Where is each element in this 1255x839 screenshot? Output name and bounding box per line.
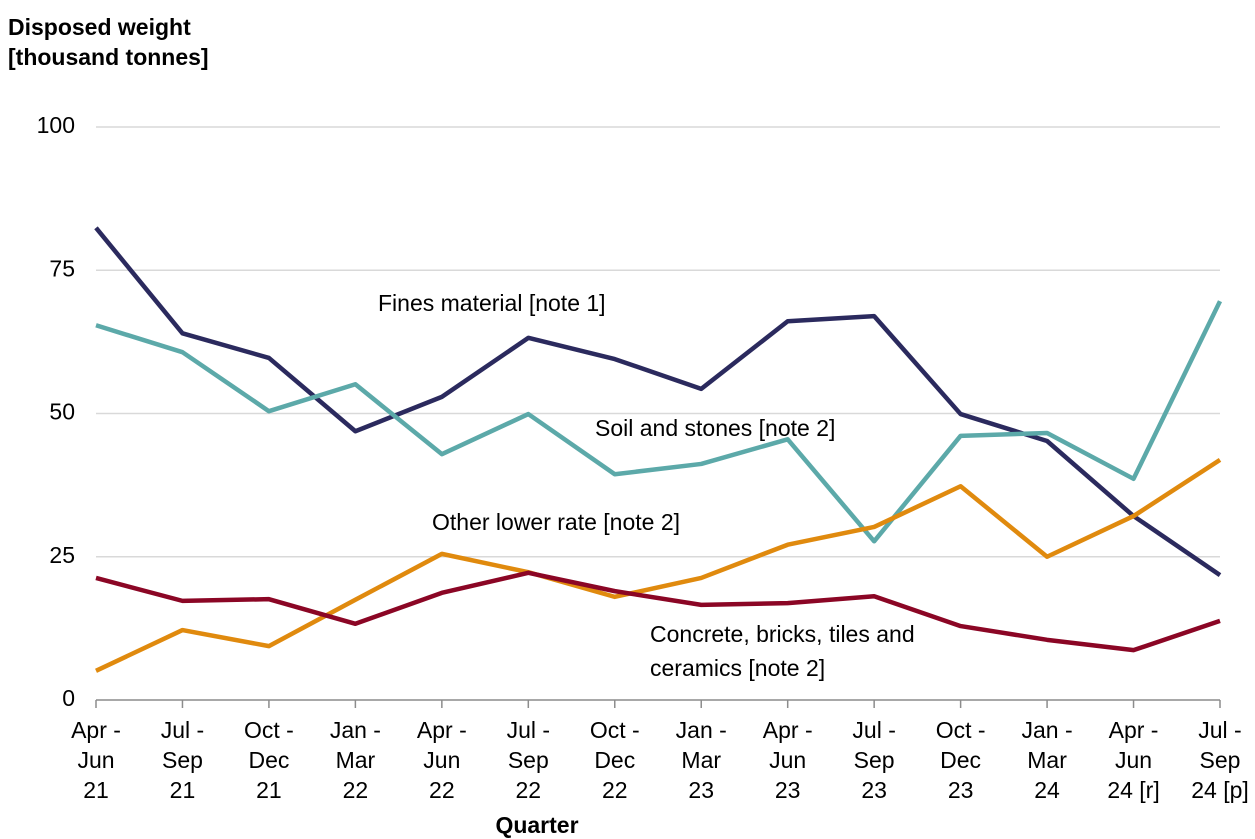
x-tick-label: 21 [256,777,282,803]
x-tick-label: Jun [423,747,460,773]
series-label: Soil and stones [note 2] [595,415,836,441]
series-line [95,458,1222,673]
series-line [94,226,1222,577]
y-tick-label: 75 [49,255,75,281]
x-tick-label: 24 [p] [1191,777,1249,803]
x-tick-label: 21 [83,777,109,803]
series-line [95,300,1223,544]
y-axis-title: Disposed weight [thousand tonnes] [8,14,209,70]
x-tick-label: 22 [516,777,542,803]
x-tick-label: Apr - [417,717,467,743]
x-tick-label: 23 [688,777,714,803]
x-tick-label: Jul - [161,717,204,743]
x-tick-label: Jun [1115,747,1152,773]
series-label: Other lower rate [note 2] [432,509,681,535]
x-tick-label: Jun [77,747,114,773]
x-axis-title: Quarter [495,812,579,838]
x-tick-label: Mar [336,747,376,773]
x-tick-label: Dec [248,747,289,773]
x-tick-label: 22 [429,777,455,803]
x-tick-label: Jul - [852,717,895,743]
x-tick-label: Sep [1200,747,1241,773]
x-tick-label: 23 [861,777,887,803]
x-tick-label: Sep [162,747,203,773]
x-tick-label: 22 [602,777,628,803]
series-label: Fines material [note 1] [378,290,606,316]
x-tick-label: Dec [940,747,981,773]
y-tick-label: 100 [37,112,75,138]
x-tick-label: Sep [508,747,549,773]
x-tick-label: Oct - [936,717,986,743]
x-tick-label: Apr - [763,717,813,743]
x-tick-label: 23 [775,777,801,803]
x-tick-label: Jan - [1022,717,1073,743]
series-line [95,570,1221,653]
x-tick-label: 22 [343,777,369,803]
series-label: Concrete, bricks, tiles and ceramics [no… [650,621,915,681]
x-tick-label: Jul - [507,717,550,743]
y-tick-label: 25 [49,542,75,568]
x-tick-label: Apr - [1109,717,1159,743]
x-tick-label: 23 [948,777,974,803]
x-tick-label: Dec [594,747,635,773]
x-tick-label: Oct - [590,717,640,743]
y-tick-label: 50 [49,399,75,425]
x-tick-label: Apr - [71,717,121,743]
x-tick-label: Jul - [1198,717,1241,743]
y-tick-label: 0 [62,685,75,711]
x-tick-label: 24 [r] [1107,777,1159,803]
x-tick-label: Oct - [244,717,294,743]
x-tick-label: Mar [1027,747,1067,773]
x-tick-label: Jan - [676,717,727,743]
x-tick-label: Jan - [330,717,381,743]
x-tick-label: Sep [854,747,895,773]
x-tick-label: 24 [1034,777,1060,803]
x-tick-label: 21 [170,777,196,803]
x-tick-label: Jun [769,747,806,773]
x-tick-label: Mar [681,747,721,773]
